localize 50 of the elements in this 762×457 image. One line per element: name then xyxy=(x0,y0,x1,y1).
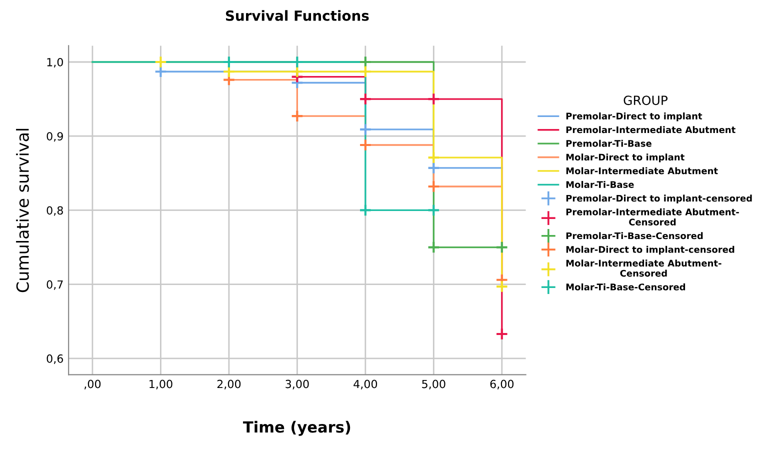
point xyxy=(427,92,440,106)
x-tick-label: 3,00 xyxy=(286,380,309,390)
x-tick-label: 6,00 xyxy=(490,380,514,390)
legend-label: Molar-Direct to implant-censored xyxy=(566,246,734,255)
y-axis-title: Cumulative survival xyxy=(16,128,29,292)
point xyxy=(495,328,508,340)
legend-label: Molar-Direct to implant xyxy=(566,154,684,162)
point xyxy=(358,65,372,78)
legend-label: Molar-Intermediate Abutment-Censored xyxy=(566,260,722,277)
point xyxy=(427,240,440,254)
legend-label: Molar-Intermediate Abutment xyxy=(566,167,718,174)
y-tick-label: 1,0 xyxy=(47,58,63,68)
point xyxy=(358,123,372,136)
point xyxy=(222,65,236,78)
legend-label: Molar-Ti-Base-Censored xyxy=(566,283,686,290)
point xyxy=(495,280,508,293)
point xyxy=(154,65,168,78)
point xyxy=(358,56,372,68)
legend-title: GROUP xyxy=(624,96,668,106)
x-tick-label: 1,00 xyxy=(150,380,172,390)
point xyxy=(358,204,372,217)
point xyxy=(495,240,508,254)
x-tick-label: 4,00 xyxy=(354,380,378,390)
chart-title: Survival Functions xyxy=(226,10,369,21)
y-tick-label: 0,9 xyxy=(46,132,63,142)
x-tick-label: ,00 xyxy=(84,380,101,390)
point xyxy=(427,204,440,217)
legend-label: Molar-Ti-Base xyxy=(566,180,634,188)
point xyxy=(427,162,440,174)
x-tick-label: 5,00 xyxy=(422,380,446,390)
legend-label: Premolar-Direct to implant-censored xyxy=(566,194,752,204)
legend-label: Premolar-Intermediate Abutment xyxy=(566,126,736,134)
x-tick-label: 2,00 xyxy=(217,380,241,390)
point xyxy=(358,92,372,106)
legend-label: Premolar-Direct to implant xyxy=(566,112,702,122)
legend-label: Premolar-Ti-Base xyxy=(566,140,652,147)
y-tick-label: 0,8 xyxy=(46,206,63,216)
point xyxy=(290,65,304,78)
point xyxy=(290,110,304,123)
point xyxy=(427,180,440,193)
legend-label: Premolar-Ti-Base-Censored xyxy=(566,232,703,240)
point xyxy=(154,56,168,68)
point xyxy=(427,151,440,164)
point xyxy=(290,56,304,68)
y-tick-label: 0,6 xyxy=(46,354,64,364)
y-tick-label: 0,7 xyxy=(46,280,63,290)
point xyxy=(222,56,236,68)
x-axis-title: Time (years) xyxy=(243,420,350,436)
point xyxy=(358,138,372,152)
legend-label: Premolar-Intermediate Abutment-Censored xyxy=(566,208,739,226)
